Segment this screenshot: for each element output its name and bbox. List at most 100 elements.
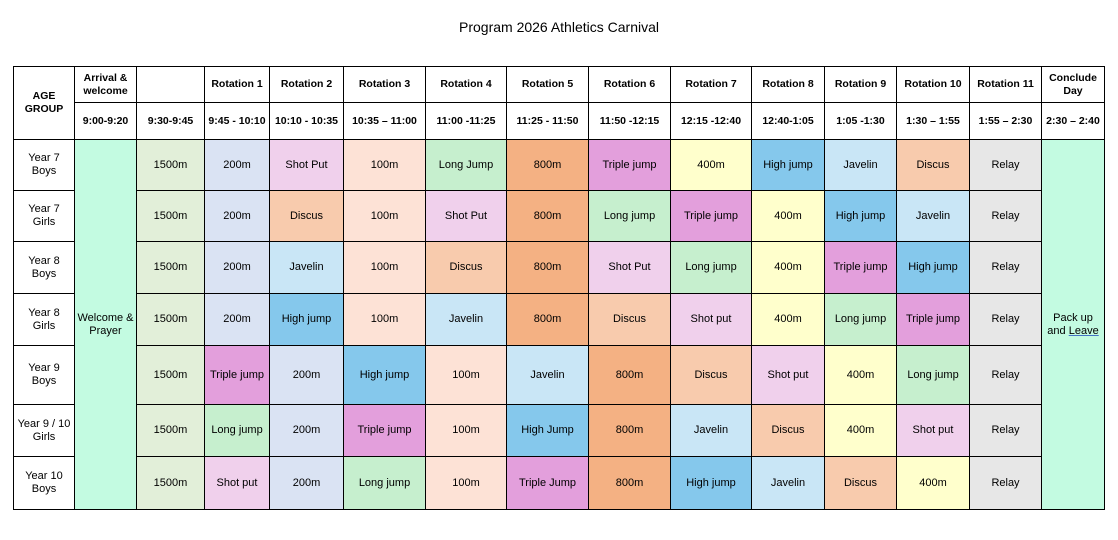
age-group-cell: Year 10 Boys — [13, 456, 75, 510]
header-rotation-time-3: 10:35 – 11:00 — [343, 102, 426, 140]
table-row: Year 7 Girls 1500m 200m Discus 100m Shot Put 8… — [13, 190, 1105, 242]
program-table: AGE GROUP Arrival & welcome Rotation 1 Rota… — [13, 66, 1105, 510]
event-cell: Long jump — [896, 345, 970, 405]
event-cell: Shot Put — [588, 241, 671, 294]
event-cell: High jump — [269, 293, 344, 346]
event-cell: High jump — [751, 139, 825, 191]
event-cell: Triple jump — [343, 404, 426, 457]
event-cell: Shot Put — [269, 139, 344, 191]
warmup-cell: 1500m — [136, 139, 205, 191]
event-cell: 400m — [824, 345, 897, 405]
event-cell: Triple jump — [670, 190, 752, 242]
table-row: Year 8 Boys 1500m 200m Javelin 100m Discus 800… — [13, 241, 1105, 294]
warmup-cell: 1500m — [136, 404, 205, 457]
event-cell: Javelin — [896, 190, 970, 242]
event-cell: Discus — [670, 345, 752, 405]
event-cell: 200m — [204, 241, 270, 294]
header-rotation-6: Rotation 6 — [588, 66, 671, 103]
event-cell: High Jump — [506, 404, 589, 457]
event-cell: Shot put — [204, 456, 270, 510]
event-cell: 800m — [588, 404, 671, 457]
header-rotation-3: Rotation 3 — [343, 66, 426, 103]
event-cell: Discus — [269, 190, 344, 242]
table-row: Year 10 Boys 1500m Shot put 200m Long jump 10… — [13, 456, 1105, 510]
pack-up-cell: Pack up and Leave — [1041, 139, 1105, 510]
event-cell: Discus — [896, 139, 970, 191]
leave-text: Leave — [1068, 324, 1099, 337]
age-group-cell: Year 7 Boys — [13, 139, 75, 191]
event-cell: 200m — [204, 190, 270, 242]
event-cell: Triple jump — [204, 345, 270, 405]
header-rotation-time-1: 9:45 - 10:10 — [204, 102, 270, 140]
event-cell: 400m — [824, 404, 897, 457]
header-arrival-time: 9:00-9:20 — [74, 102, 137, 140]
event-cell: Relay — [969, 241, 1042, 294]
table-row: Year 8 Girls 1500m 200m High jump 100m Javeli… — [13, 293, 1105, 346]
header-rotation-time-10: 1:30 – 1:55 — [896, 102, 970, 140]
pack-up-text: Pack up and — [1047, 311, 1093, 337]
event-cell: Triple jump — [824, 241, 897, 294]
event-cell: Long jump — [824, 293, 897, 346]
event-cell: Discus — [588, 293, 671, 346]
event-cell: 400m — [751, 190, 825, 242]
event-cell: 800m — [506, 241, 589, 294]
event-cell: Triple Jump — [506, 456, 589, 510]
event-cell: Triple jump — [896, 293, 970, 346]
header-rotation-time-8: 12:40-1:05 — [751, 102, 825, 140]
event-cell: High jump — [824, 190, 897, 242]
event-cell: 100m — [343, 241, 426, 294]
event-cell: Long Jump — [425, 139, 507, 191]
event-cell: Relay — [969, 139, 1042, 191]
header-rotation-9: Rotation 9 — [824, 66, 897, 103]
event-cell: Shot put — [896, 404, 970, 457]
event-cell: Shot Put — [425, 190, 507, 242]
event-cell: Discus — [425, 241, 507, 294]
header-rotation-time-2: 10:10 - 10:35 — [269, 102, 344, 140]
event-cell: Javelin — [425, 293, 507, 346]
event-cell: 200m — [269, 345, 344, 405]
welcome-cell: Welcome & Prayer — [74, 139, 137, 510]
event-cell: 200m — [204, 139, 270, 191]
age-group-cell: Year 8 Boys — [13, 241, 75, 294]
header-arrival: Arrival & welcome — [74, 66, 137, 103]
event-cell: 200m — [204, 293, 270, 346]
header-rotation-time-9: 1:05 -1:30 — [824, 102, 897, 140]
event-cell: Javelin — [824, 139, 897, 191]
page-title: Program 2026 Athletics Carnival — [459, 19, 659, 35]
event-cell: Relay — [969, 190, 1042, 242]
event-cell: 100m — [343, 190, 426, 242]
warmup-cell: 1500m — [136, 241, 205, 294]
header-rotation-time-5: 11:25 - 11:50 — [506, 102, 589, 140]
header-rotation-time-7: 12:15 -12:40 — [670, 102, 752, 140]
event-cell: 800m — [506, 293, 589, 346]
event-cell: High jump — [896, 241, 970, 294]
table-row: Year 9 / 10 Girls 1500m Long jump 200m Tripl… — [13, 404, 1105, 457]
event-cell: Javelin — [269, 241, 344, 294]
header-conclude: Conclude Day — [1041, 66, 1105, 103]
table-row: Year 9 Boys 1500m Triple jump 200m High jump… — [13, 345, 1105, 405]
header-rotation-11: Rotation 11 — [969, 66, 1042, 103]
event-cell: 400m — [751, 241, 825, 294]
event-cell: 800m — [506, 139, 589, 191]
header-rotation-time-6: 11:50 -12:15 — [588, 102, 671, 140]
header-warmup-time: 9:30-9:45 — [136, 102, 205, 140]
warmup-cell: 1500m — [136, 456, 205, 510]
header-rotation-5: Rotation 5 — [506, 66, 589, 103]
warmup-cell: 1500m — [136, 345, 205, 405]
event-cell: 100m — [343, 293, 426, 346]
event-cell: Triple jump — [588, 139, 671, 191]
event-cell: 100m — [425, 404, 507, 457]
event-cell: Discus — [751, 404, 825, 457]
age-group-cell: Year 9 Boys — [13, 345, 75, 405]
event-cell: Relay — [969, 345, 1042, 405]
event-cell: Shot put — [670, 293, 752, 346]
table-row: Year 7 Boys Welcome & Prayer 1500m 200m Shot… — [13, 139, 1105, 510]
event-cell: Javelin — [670, 404, 752, 457]
age-group-cell: Year 9 / 10 Girls — [13, 404, 75, 457]
event-cell: 800m — [588, 456, 671, 510]
header-age-group: AGE GROUP — [13, 66, 75, 140]
event-cell: 400m — [751, 293, 825, 346]
event-cell: 800m — [588, 345, 671, 405]
event-cell: Javelin — [506, 345, 589, 405]
event-cell: Javelin — [751, 456, 825, 510]
